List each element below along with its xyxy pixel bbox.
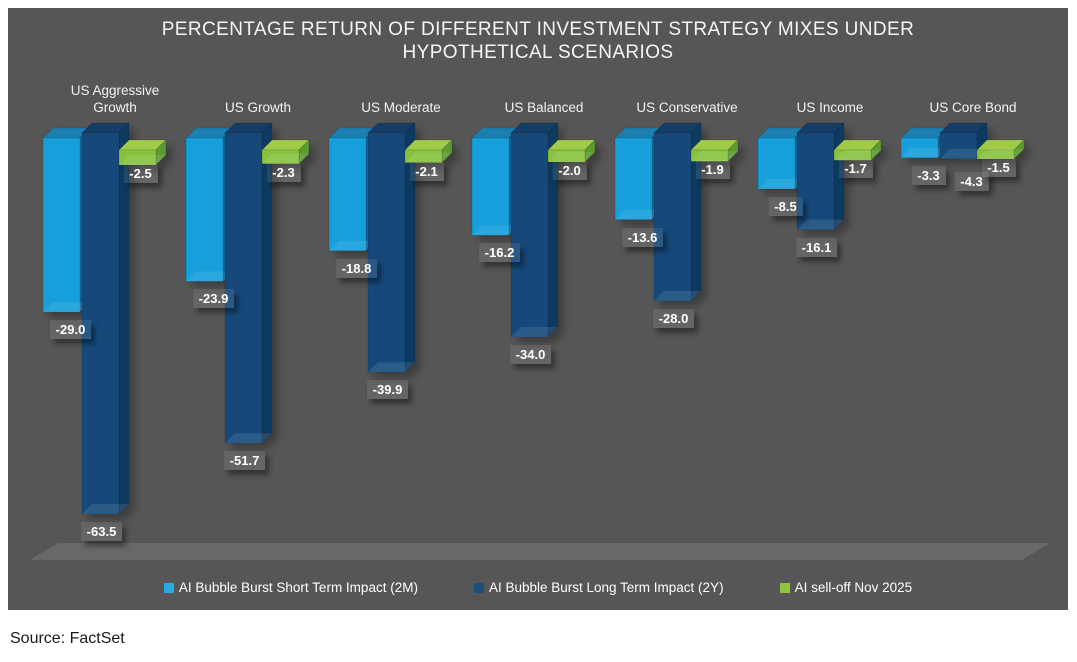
bar-bottom-bevel (511, 327, 558, 337)
bar-series-2 (510, 122, 559, 338)
value-label: -28.0 (652, 309, 695, 328)
value-label: -63.5 (80, 522, 123, 541)
legend-label: AI sell-off Nov 2025 (794, 580, 913, 595)
bar-bottom-bevel (329, 240, 376, 251)
bar-bottom-bevel (548, 152, 595, 162)
legend-swatch (779, 582, 790, 593)
bar-series-3 (833, 139, 882, 161)
chart-floor (30, 543, 1050, 560)
category-label: US Core Bond (929, 100, 1017, 115)
bar-bottom-bevel (262, 153, 309, 164)
bar-bottom-bevel (797, 219, 844, 230)
bar-bottom-bevel (119, 155, 166, 165)
chart-title-line-2: HYPOTHETICAL SCENARIOS (402, 42, 674, 63)
bar-front-face (328, 137, 367, 252)
source-note: Source: FactSet (10, 630, 125, 647)
value-label: -1.9 (695, 160, 730, 180)
value-label: -8.5 (768, 197, 803, 216)
bar-series-3 (976, 139, 1025, 160)
category-label: US Moderate (361, 100, 441, 115)
bar-series-2 (796, 122, 845, 231)
bar-bottom-bevel (901, 147, 948, 158)
value-label: -2.1 (409, 161, 444, 181)
value-label: -16.2 (478, 243, 521, 263)
bar-bottom-bevel (940, 148, 987, 159)
bar-series-3 (261, 139, 310, 165)
bar-bottom-bevel (368, 362, 415, 373)
bar-bottom-bevel (82, 504, 129, 514)
bar-series-3 (404, 139, 453, 164)
bar-front-face (185, 137, 224, 282)
category-label: US Aggressive Growth (70, 83, 160, 115)
bar-bottom-bevel (405, 152, 452, 163)
legend-item: AI Bubble Burst Short Term Impact (2M) (163, 580, 418, 595)
bar-bottom-bevel (472, 225, 519, 236)
chart-title-line-1: PERCENTAGE RETURN OF DIFFERENT INVESTMEN… (161, 19, 915, 40)
bar-series-3 (690, 139, 739, 163)
value-label: -51.7 (223, 451, 266, 471)
bar-front-face (471, 137, 510, 236)
value-label: -39.9 (366, 380, 409, 400)
value-label: -1.5 (981, 158, 1016, 177)
legend-label: AI Bubble Burst Long Term Impact (2Y) (488, 580, 724, 595)
value-label: -3.3 (911, 165, 946, 185)
bar-series-3 (547, 139, 596, 163)
legend-item: AI Bubble Burst Long Term Impact (2Y) (473, 580, 724, 595)
legend-swatch (473, 582, 484, 593)
bar-front-face (42, 137, 81, 313)
bar-bottom-bevel (977, 149, 1024, 159)
value-label: -1.7 (838, 159, 873, 179)
category-label: US Balanced (504, 100, 584, 115)
bar-bottom-bevel (186, 271, 233, 282)
category-label: US Conservative (636, 100, 738, 115)
bar-series-2 (653, 122, 702, 302)
chart-canvas (30, 122, 1050, 560)
bar-bottom-bevel (43, 302, 90, 312)
bar-front-face (224, 132, 263, 444)
value-label: -34.0 (509, 345, 552, 364)
category-label: US Growth (224, 100, 292, 115)
bar-bottom-bevel (834, 150, 881, 161)
value-label: -2.0 (552, 161, 587, 180)
bar-series-2 (224, 122, 273, 444)
value-label: -23.9 (192, 289, 235, 309)
value-label: -16.1 (795, 237, 838, 257)
bar-series-2 (81, 122, 130, 515)
value-label: -2.5 (123, 164, 158, 183)
legend-item: AI sell-off Nov 2025 (779, 580, 913, 595)
chart-panel: PERCENTAGE RETURN OF DIFFERENT INVESTMEN… (8, 8, 1068, 610)
chart-title: PERCENTAGE RETURN OF DIFFERENT INVESTMEN… (8, 18, 1068, 64)
bar-series-2 (367, 122, 416, 374)
value-label: -2.3 (266, 162, 301, 182)
bar-bottom-bevel (225, 433, 272, 444)
bar-bottom-bevel (691, 151, 738, 162)
bar-front-face (614, 137, 653, 220)
value-label: -13.6 (621, 227, 664, 247)
bar-front-face (510, 132, 549, 338)
bar-front-face (367, 132, 406, 373)
bar-bottom-bevel (654, 291, 701, 301)
category-label: US Income (796, 100, 864, 115)
bar-front-face (653, 132, 692, 302)
bar-bottom-bevel (758, 179, 805, 189)
bar-bottom-bevel (615, 209, 662, 220)
value-label: -18.8 (335, 258, 378, 278)
legend-label: AI Bubble Burst Short Term Impact (2M) (178, 580, 418, 595)
bar-series-3 (118, 139, 167, 166)
value-label: -29.0 (49, 320, 92, 339)
legend-swatch (163, 582, 174, 593)
legend: AI Bubble Burst Short Term Impact (2M) AI… (8, 580, 1068, 595)
value-label: -4.3 (954, 171, 989, 191)
